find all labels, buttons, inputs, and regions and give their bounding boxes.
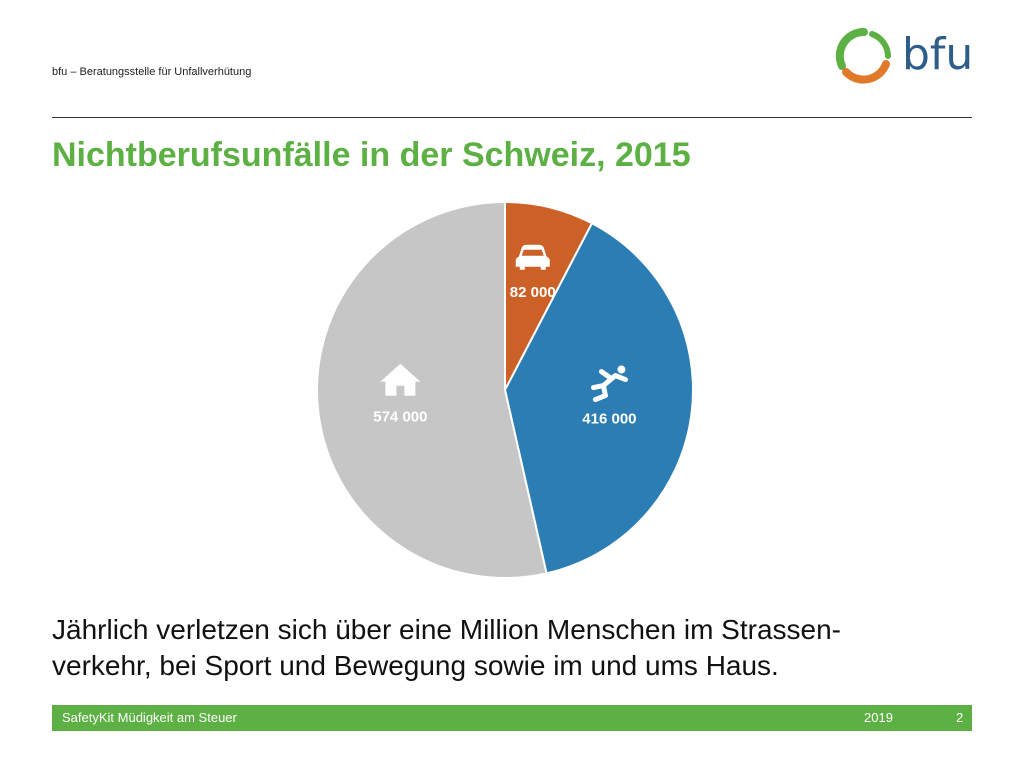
car-icon (515, 244, 550, 270)
logo-text: bfu (902, 29, 974, 80)
runner-icon (590, 365, 628, 403)
footer-title: SafetyKit Müdigkeit am Steuer (62, 710, 237, 725)
organization-name: bfu – Beratungsstelle für Unfallverhütun… (52, 66, 252, 78)
pie-slice-2 (316, 200, 548, 579)
page-number: 2 (956, 710, 964, 725)
pie-slice-label-0: 82 000 (510, 284, 556, 301)
logo-ring-icon (835, 27, 891, 84)
header-divider (52, 117, 972, 118)
body-text-line-1: Jährlich verletzen sich über eine Millio… (52, 614, 842, 645)
pie-slice-label-2: 574 000 (373, 409, 427, 426)
pie-slice-label-1: 416 000 (582, 411, 636, 428)
bfu-logo: bfu (832, 26, 982, 86)
body-text-line-2: verkehr, bei Sport und Bewegung sowie im… (52, 650, 779, 681)
house-icon (380, 363, 421, 396)
footer-year: 2019 (864, 710, 893, 725)
pie-chart: 82 000 416 000 574 000 (316, 200, 694, 579)
footer-bar: SafetyKit Müdigkeit am Steuer 2019 2 (52, 705, 972, 731)
body-text: Jährlich verletzen sich über eine Millio… (52, 612, 972, 684)
slide-title: Nichtberufsunfälle in der Schweiz, 2015 (52, 136, 691, 174)
